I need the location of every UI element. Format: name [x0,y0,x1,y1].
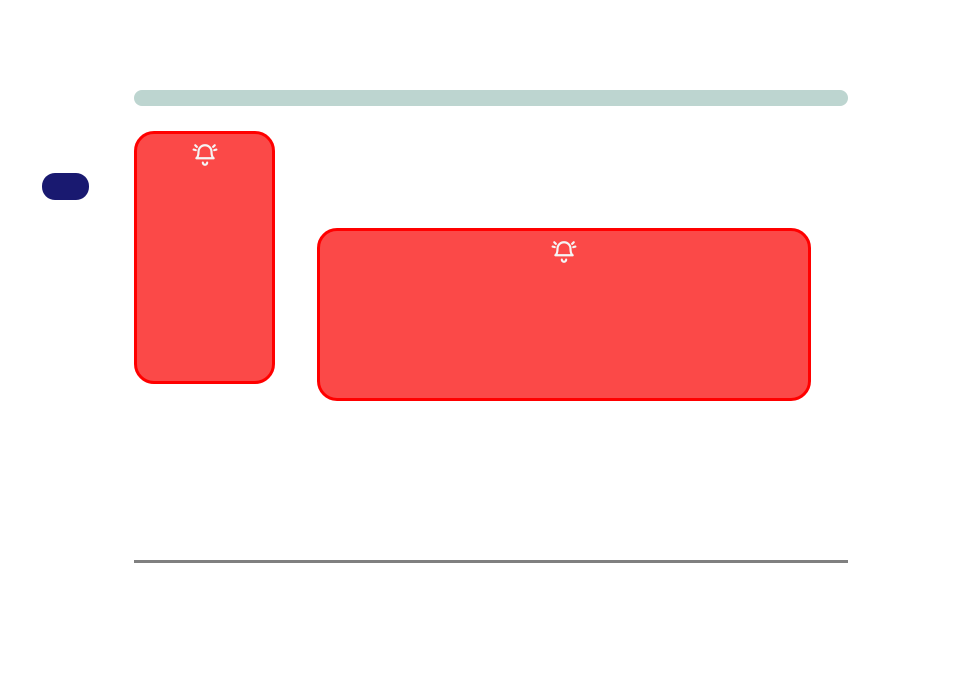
bell-ring-svg [192,142,218,168]
bell-ring-icon [192,142,218,168]
divider-line [134,560,848,563]
side-pill [42,173,89,200]
top-bar [134,90,848,106]
alert-card-2 [317,228,811,401]
bell-ring-icon [551,239,577,265]
bell-ring-svg [551,239,577,265]
alert-card-1 [134,131,275,384]
